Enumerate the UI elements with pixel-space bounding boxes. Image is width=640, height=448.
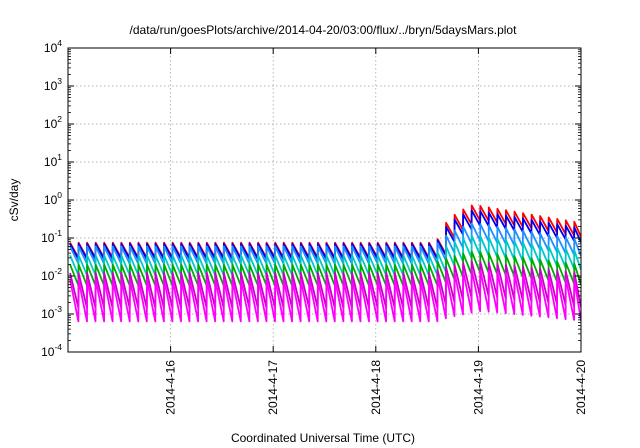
y-tick-exponent: -1 (54, 228, 62, 238)
y-tick-label: 10-1 (41, 228, 62, 245)
y-tick-label: 10-2 (41, 266, 62, 283)
y-tick-base: 10 (44, 155, 58, 169)
y-tick-label: 100 (44, 190, 62, 207)
x-axis-ticks: 2014-4-16 2014-4-17 2014-4-18 2014-4-19 2014… (164, 48, 588, 415)
y-axis-label: cSv/day (7, 179, 21, 222)
y-tick-base: 10 (41, 231, 55, 245)
y-tick-label: 104 (44, 38, 62, 55)
y-tick-label: 10-4 (41, 342, 62, 359)
y-tick-label: 103 (44, 76, 62, 93)
y-tick-base: 10 (41, 345, 55, 359)
y-tick-label: 102 (44, 114, 62, 131)
y-tick-exponent: -3 (54, 304, 62, 314)
x-tick-label: 2014-4-17 (266, 360, 280, 415)
chart-title: /data/run/goesPlots/archive/2014-04-20/0… (130, 23, 518, 37)
y-tick-base: 10 (41, 269, 55, 283)
y-tick-base: 10 (44, 117, 58, 131)
y-tick-base: 10 (44, 41, 58, 55)
series-line (69, 268, 581, 323)
y-tick-base: 10 (44, 193, 58, 207)
x-tick-label: 2014-4-19 (471, 360, 485, 415)
y-tick-exponent: 3 (57, 76, 62, 86)
y-tick-base: 10 (44, 79, 58, 93)
y-tick-label: 101 (44, 152, 62, 169)
y-tick-base: 10 (41, 307, 55, 321)
y-tick-label: 10-3 (41, 304, 62, 321)
y-tick-exponent: 4 (57, 38, 62, 48)
x-axis-label: Coordinated Universal Time (UTC) (231, 431, 415, 445)
y-tick-exponent: 1 (57, 152, 62, 162)
x-tick-label: 2014-4-20 (574, 360, 588, 415)
y-tick-exponent: -4 (54, 342, 62, 352)
x-tick-label: 2014-4-18 (369, 360, 383, 415)
y-tick-exponent: 0 (57, 190, 62, 200)
y-tick-exponent: 2 (57, 114, 62, 124)
series-layer (69, 204, 581, 323)
y-tick-exponent: -2 (54, 266, 62, 276)
x-tick-label: 2014-4-16 (164, 360, 178, 415)
